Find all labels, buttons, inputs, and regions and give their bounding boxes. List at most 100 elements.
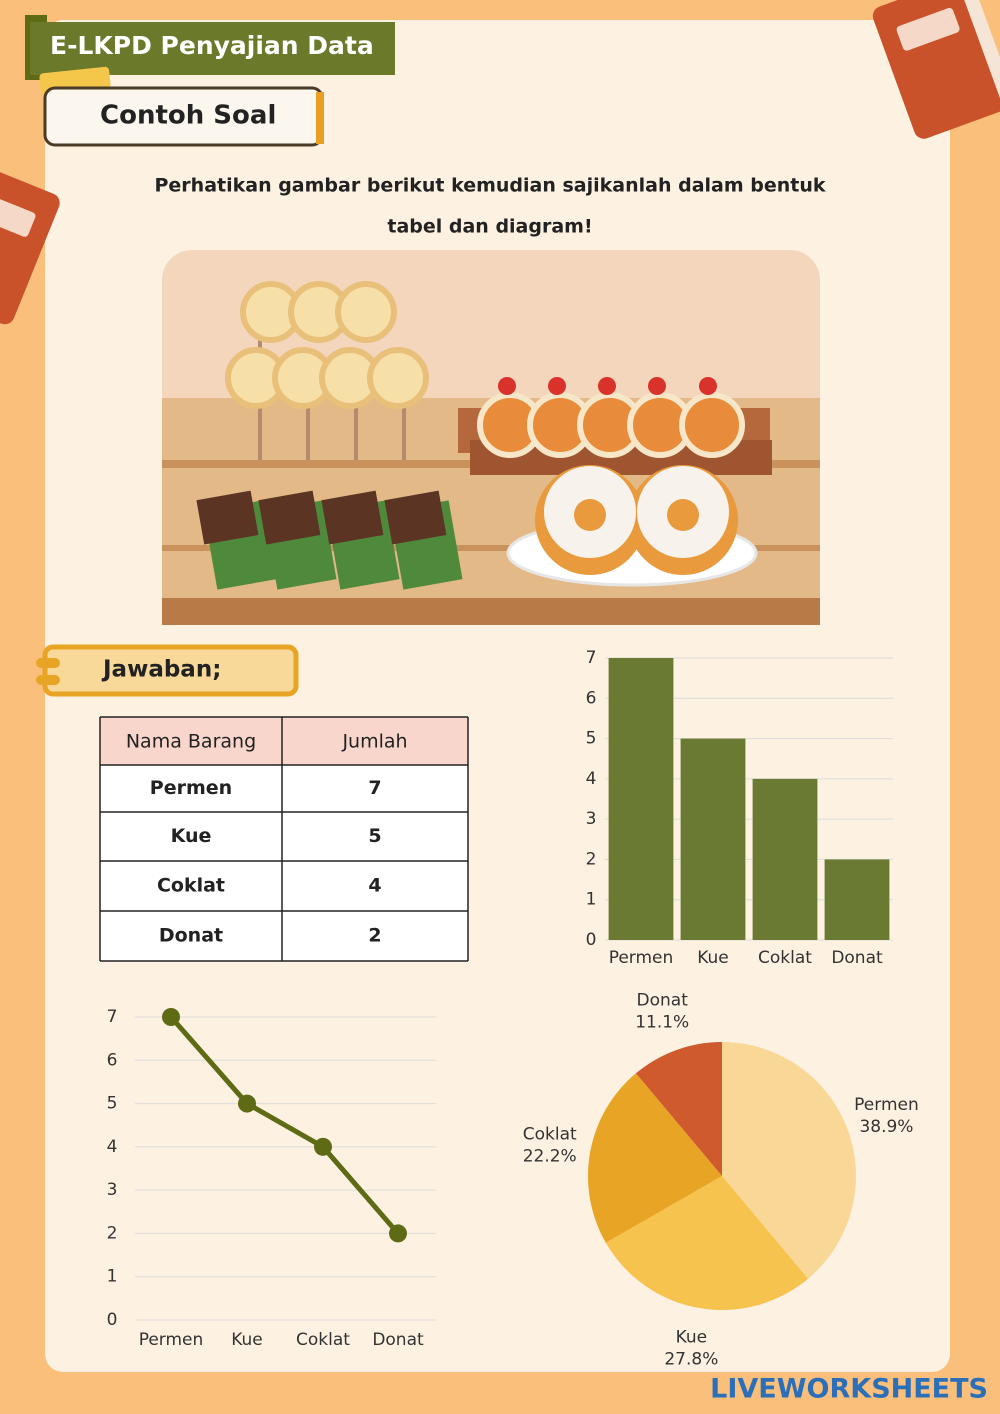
decoration [0, 192, 36, 237]
pie-value-label: 27.8% [664, 1349, 718, 1369]
pie-slice [635, 1042, 722, 1176]
decoration [162, 545, 820, 551]
y-tick-label: 7 [107, 1007, 118, 1027]
bar [752, 778, 818, 940]
x-tick-label: Donat [372, 1330, 424, 1350]
answer-label: Jawaban; [101, 657, 221, 683]
header-bar [30, 22, 395, 75]
decoration [0, 163, 60, 325]
illustration [162, 250, 820, 625]
pie-value-label: 38.9% [859, 1117, 913, 1137]
y-tick-label: 1 [107, 1267, 118, 1287]
table-cell: 2 [368, 925, 381, 947]
answer-tab [36, 675, 60, 685]
y-tick-label: 0 [107, 1310, 118, 1330]
table-header: Jumlah [341, 731, 407, 753]
point [238, 1094, 256, 1113]
y-tick-label: 2 [586, 849, 597, 869]
y-tick-label: 2 [107, 1223, 118, 1243]
x-tick-label: Donat [831, 948, 883, 968]
decoration [306, 380, 310, 460]
pie-slice [588, 1073, 722, 1243]
y-tick-label: 4 [107, 1137, 118, 1157]
y-tick-label: 7 [586, 648, 597, 668]
answer-box [42, 644, 299, 697]
pie-label: Coklat [523, 1124, 577, 1144]
table-cell: Donat [159, 925, 223, 947]
table-cell: 5 [368, 825, 381, 847]
bar [608, 658, 674, 940]
table-header: Nama Barang [126, 731, 256, 753]
subtitle: Contoh Soal [100, 101, 276, 131]
x-tick-label: Coklat [758, 948, 812, 968]
decoration [896, 7, 960, 51]
book-decoration [872, 0, 1000, 139]
subtitle-edge [316, 92, 324, 144]
decoration [477, 392, 745, 458]
bar [824, 859, 890, 940]
decoration [667, 499, 699, 531]
answer-tab [36, 658, 60, 668]
decoration [648, 377, 666, 395]
point [389, 1224, 407, 1243]
table-cell: Permen [150, 777, 232, 799]
decoration [402, 380, 406, 460]
table-cell: 7 [368, 777, 381, 799]
decoration [384, 490, 447, 545]
decoration [354, 380, 358, 460]
decoration [959, 0, 1000, 111]
y-tick-label: 3 [586, 809, 597, 829]
decoration [598, 377, 616, 395]
pie-value-label: 22.2% [523, 1146, 577, 1166]
decoration [225, 281, 429, 409]
x-tick-label: Permen [609, 948, 674, 968]
table-cell: 4 [368, 875, 381, 897]
decoration [498, 377, 516, 395]
table-cell: Kue [171, 825, 212, 847]
table-cell: Coklat [157, 875, 225, 897]
decoration [679, 392, 745, 458]
instruction: tabel dan diagram! [387, 216, 592, 238]
pie-label: Permen [854, 1095, 919, 1115]
decoration [367, 347, 429, 409]
pie-label: Kue [676, 1327, 708, 1347]
y-tick-label: 5 [586, 729, 597, 749]
y-tick-label: 0 [586, 930, 597, 950]
decoration [574, 499, 606, 531]
decoration [196, 490, 259, 545]
header-title: E-LKPD Penyajian Data [50, 31, 374, 60]
x-tick-label: Coklat [296, 1330, 350, 1350]
pie-label: Donat [637, 991, 689, 1011]
decoration [162, 598, 820, 625]
y-tick-label: 5 [107, 1094, 118, 1114]
y-tick-label: 6 [586, 688, 597, 708]
y-tick-label: 1 [586, 890, 597, 910]
decoration [321, 490, 384, 545]
book-decoration [0, 163, 60, 325]
y-tick-label: 4 [586, 769, 597, 789]
point [314, 1137, 332, 1156]
decoration [498, 377, 717, 395]
decoration [335, 281, 397, 343]
x-tick-label: Kue [697, 948, 729, 968]
decoration [699, 377, 717, 395]
table: Nama Barang Jumlah Permen 7 Kue 5 Coklat 4 Donat… [99, 716, 469, 962]
logo: LIVEWORKSHEETS [710, 1374, 988, 1405]
pie-value-label: 11.1% [635, 1013, 689, 1033]
x-tick-label: Kue [231, 1330, 263, 1350]
y-tick-label: 3 [107, 1180, 118, 1200]
decoration [258, 490, 321, 545]
table-body-bg [100, 765, 468, 961]
instruction: Perhatikan gambar berikut kemudian sajik… [154, 175, 825, 197]
decoration [196, 490, 463, 590]
table-header-bg [100, 717, 468, 765]
bar [680, 738, 746, 940]
point [162, 1008, 180, 1026]
pie-slice [722, 1042, 856, 1279]
x-tick-label: Permen [139, 1330, 204, 1350]
y-tick-label: 6 [107, 1050, 118, 1070]
line [169, 1015, 400, 1236]
decoration [548, 377, 566, 395]
pie-slice [605, 1176, 809, 1310]
